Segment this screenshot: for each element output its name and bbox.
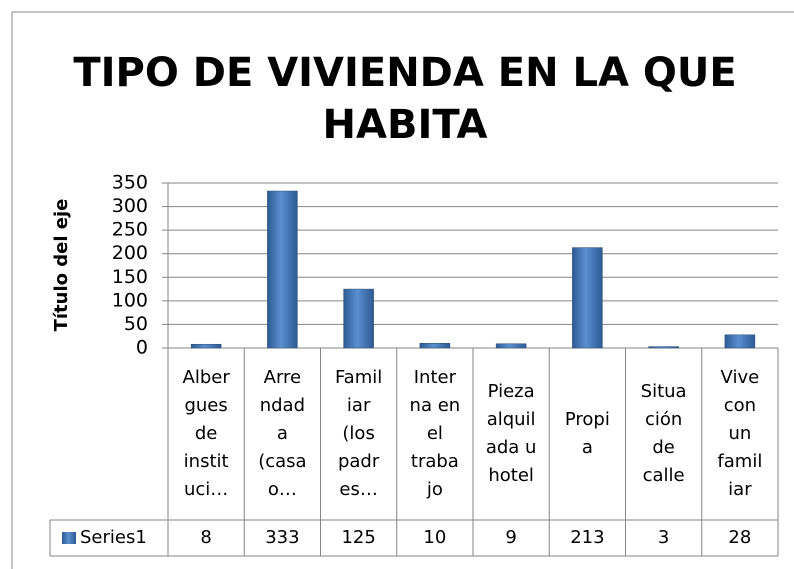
chart-title: TIPO DE VIVIENDA EN LA QUE HABITA — [73, 50, 736, 148]
bar — [190, 343, 222, 349]
y-tick-label: 50 — [124, 313, 148, 335]
table-value: 125 — [341, 527, 375, 548]
x-tick-label: Situa ción de calle — [641, 381, 687, 486]
table-value: 8 — [200, 527, 211, 548]
bar — [419, 343, 451, 349]
bar — [724, 334, 756, 349]
bar — [343, 288, 374, 349]
chart-border — [11, 11, 794, 569]
y-tick-label: 200 — [112, 242, 148, 264]
x-tick-label: Pieza alquil ada u hotel — [486, 381, 537, 486]
table-value: 213 — [570, 527, 604, 548]
y-tick-label: 100 — [112, 289, 148, 311]
y-tick-label: 350 — [112, 172, 148, 194]
table-value: 9 — [505, 527, 516, 548]
x-tick-label: Propi a — [565, 409, 610, 458]
table-value: 333 — [265, 527, 299, 548]
y-tick-label: 300 — [112, 195, 148, 217]
y-tick-label: 150 — [112, 266, 148, 288]
table-value: 3 — [658, 527, 669, 548]
bar — [267, 190, 298, 349]
bar — [648, 346, 679, 349]
x-tick-label: Famil iar (los padr es… — [335, 367, 382, 500]
table-value: 28 — [728, 527, 751, 548]
x-tick-label: Alber gues de instit uci… — [183, 367, 231, 500]
legend-key — [62, 532, 76, 544]
x-tick-label: Vive con un famil iar — [717, 367, 762, 500]
y-tick-label: 0 — [136, 337, 148, 359]
legend-label: Series1 — [80, 527, 147, 548]
bar — [572, 247, 603, 349]
bar — [495, 343, 527, 349]
x-tick-label: Inter na en el traba jo — [410, 367, 461, 500]
x-tick-label: Arre ndad a (casa o… — [258, 367, 306, 500]
table-value: 10 — [423, 527, 446, 548]
y-axis-title: Título del eje — [51, 199, 72, 332]
y-tick-label: 250 — [112, 219, 148, 241]
